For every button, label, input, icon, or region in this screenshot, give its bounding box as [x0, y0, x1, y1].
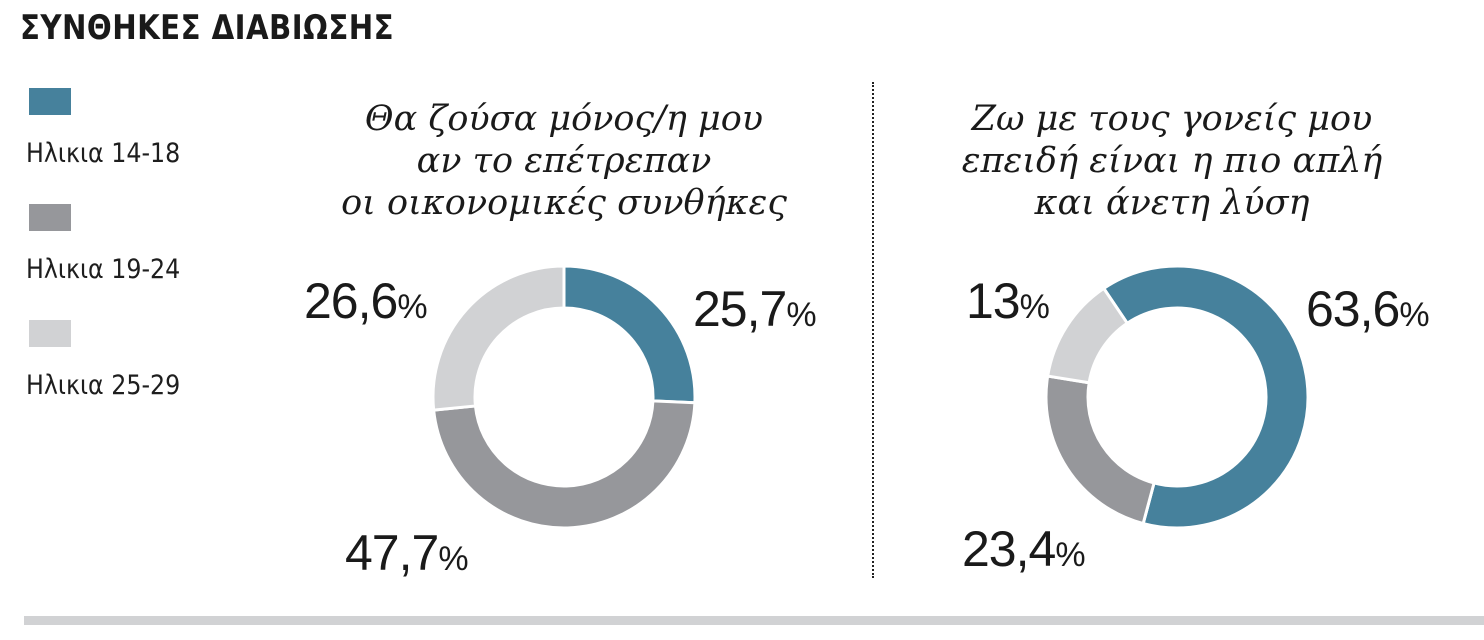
chart-2-subtitle-line-2: επειδή είναι η πιο απλή — [961, 141, 1383, 181]
donut-segment — [432, 399, 697, 530]
donut-segment — [1101, 264, 1310, 530]
chart-1-subtitle: Θα ζούσα μόνος/η μου αν το επέτρεπαν οι … — [314, 98, 814, 224]
legend-label-25-29: Ηλικια 25-29 — [26, 370, 181, 401]
donut-segment — [431, 264, 566, 412]
legend-label-19-24: Ηλικια 19-24 — [26, 254, 181, 285]
bottom-bar — [24, 616, 1484, 625]
chart-1-subtitle-line-1: Θα ζούσα μόνος/η μου — [364, 99, 764, 139]
legend-swatch-14-18 — [29, 88, 71, 115]
chart-1-subtitle-line-3: οι οικονομικές συνθήκες — [341, 183, 787, 223]
chart-2-label-19-24: 23,4% — [962, 521, 1086, 577]
chart-2-subtitle-line-3: και άνετη λύση — [1034, 183, 1310, 223]
chart-1-label-14-18: 25,7% — [693, 281, 817, 337]
legend-swatch-25-29 — [29, 320, 71, 347]
chart-2-label-25-29: 13% — [966, 273, 1050, 329]
infographic-title: ΣΥΝΘΗΚΕΣ ΔΙΑΒΙΩΣΗΣ — [20, 8, 395, 48]
dotted-divider — [872, 82, 874, 578]
chart-1-label-19-24: 47,7% — [345, 525, 469, 581]
chart-2-label-14-18: 63,6% — [1306, 281, 1430, 337]
legend-swatch-19-24 — [29, 204, 71, 231]
chart-1-label-25-29: 26,6% — [304, 273, 428, 329]
chart-2-subtitle-line-1: Ζω με τους γονείς μου — [971, 99, 1373, 139]
donut-segment — [1045, 286, 1130, 385]
donut-segment — [1044, 374, 1156, 526]
chart-1-subtitle-line-2: αν το επέτρεπαν — [416, 141, 712, 181]
chart-2-subtitle: Ζω με τους γονείς μου επειδή είναι η πιο… — [922, 98, 1422, 224]
legend-label-14-18: Ηλικια 14-18 — [26, 138, 181, 169]
